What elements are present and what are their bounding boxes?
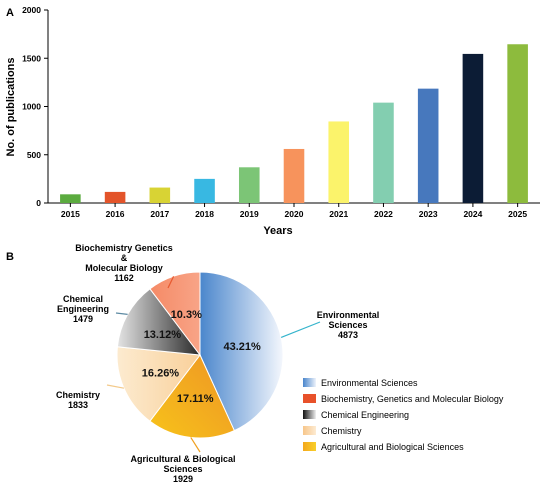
callout-label: Environmental (317, 310, 380, 320)
pie-legend: Environmental Sciences Biochemistry, Gene… (303, 378, 504, 452)
x-tick-label: 2020 (285, 209, 304, 219)
callout-label: Chemistry (56, 390, 100, 400)
callout-label: Sciences (163, 464, 202, 474)
x-tick-label: 2023 (419, 209, 438, 219)
callout-label: Sciences (328, 320, 367, 330)
callout-label: 1833 (68, 400, 88, 410)
bar-2017 (149, 187, 171, 203)
bar-2022 (373, 102, 394, 203)
callout-label: 1162 (114, 273, 134, 283)
x-tick-label: 2024 (463, 209, 482, 219)
pie-percent-labels: 43.21% 17.11% 16.26% 13.12% 10.3% (142, 309, 261, 405)
x-tick-label: 2019 (240, 209, 259, 219)
legend-label: Agricultural and Biological Sciences (321, 442, 464, 452)
y-tick-label: 1000 (22, 102, 41, 112)
bar-2025 (507, 44, 528, 203)
x-tick-label: 2021 (329, 209, 348, 219)
x-tick-labels: 2015 2016 2017 2018 2019 2020 2021 2022 2023 2024… (61, 209, 527, 219)
y-tick-label: 1500 (22, 53, 41, 63)
bar-2019 (238, 167, 260, 203)
callout-label: Engineering (57, 304, 109, 314)
callout-leader (280, 321, 321, 339)
pie-percent-label: 17.11% (177, 393, 214, 405)
panel-label-b: B (6, 251, 14, 263)
callout-label: 4873 (338, 330, 358, 340)
callout-label: Molecular Biology (85, 263, 163, 273)
x-axis-title: Years (263, 225, 292, 237)
callout-label: 1929 (173, 474, 193, 484)
bar-2024 (462, 53, 484, 203)
panel-label-a: A (6, 7, 14, 19)
y-axis-title: No. of publications (5, 58, 17, 157)
legend-label: Biochemistry, Genetics and Molecular Bio… (321, 394, 504, 404)
pie-slice (149, 271, 201, 357)
bar-chart-panel: A 2015 2016 2017 2018 2019 2020 2021 2022 2023 20… (5, 5, 540, 237)
pie-chart-panel: B 43.21% 17.11% 16.26% 13.12% 10.3% Environm… (6, 243, 504, 484)
callout-leader (106, 384, 125, 389)
bar-2018 (194, 178, 215, 203)
y-tick-label: 0 (36, 198, 41, 208)
bar-2015 (60, 194, 81, 203)
legend-swatch (303, 442, 316, 451)
pie-percent-label: 13.12% (144, 329, 182, 341)
callout-leader (167, 276, 175, 289)
pie-slice (116, 288, 202, 356)
x-tick-label: 2018 (195, 209, 214, 219)
legend-label: Chemical Engineering (321, 410, 409, 420)
x-tick-label: 2016 (106, 209, 125, 219)
callout-label: Chemical (63, 294, 103, 304)
y-tick-label: 500 (27, 150, 41, 160)
callout-label: Biochemistry Genetics (75, 243, 173, 253)
x-tick-label: 2015 (61, 209, 80, 219)
legend-swatch (303, 394, 316, 403)
bar-series (60, 44, 528, 203)
x-tick-label: 2022 (374, 209, 393, 219)
callout-label: & (121, 253, 128, 263)
y-tick-labels: 0 500 1000 1500 2000 (22, 5, 41, 208)
callout-label: Agricultural & Biological (130, 454, 235, 464)
legend-swatch (303, 410, 316, 419)
callout-label: 1479 (73, 314, 93, 324)
pie-percent-label: 10.3% (171, 309, 202, 321)
legend-label: Environmental Sciences (321, 378, 418, 388)
pie-slice (116, 346, 201, 422)
legend-swatch (303, 426, 316, 435)
pie-percent-label: 43.21% (224, 341, 262, 353)
x-tick-label: 2025 (508, 209, 527, 219)
legend-swatch (303, 378, 316, 387)
x-tick-label: 2017 (150, 209, 169, 219)
y-tick-label: 2000 (22, 5, 41, 15)
bar-2023 (417, 88, 439, 203)
pie-percent-label: 16.26% (142, 367, 180, 379)
callout-leader (190, 437, 201, 453)
bar-2016 (104, 191, 126, 203)
legend-label: Chemistry (321, 426, 362, 436)
bar-2020 (283, 148, 305, 203)
callout-leader (115, 312, 128, 315)
pie-slices (116, 271, 284, 439)
bar-2021 (328, 121, 350, 203)
